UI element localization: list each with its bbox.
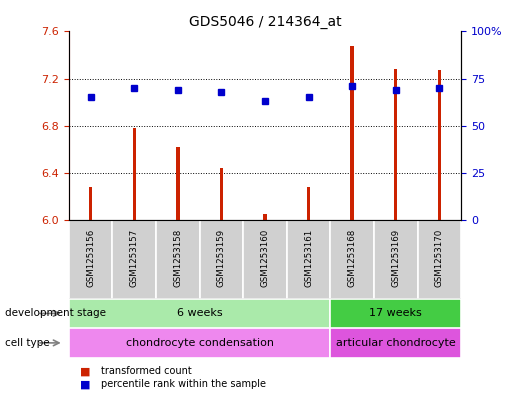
Bar [243, 220, 287, 299]
Bar [69, 220, 112, 299]
Bar [374, 220, 418, 299]
Text: chondrocyte condensation: chondrocyte condensation [126, 338, 273, 348]
Text: GSM1253157: GSM1253157 [130, 229, 139, 287]
Bar [350, 46, 354, 220]
Bar [307, 187, 311, 220]
Text: GSM1253160: GSM1253160 [261, 229, 269, 287]
Text: GSM1253159: GSM1253159 [217, 229, 226, 287]
Text: transformed count: transformed count [101, 366, 191, 376]
Text: 17 weeks: 17 weeks [369, 309, 422, 318]
Bar [438, 70, 441, 220]
Bar [112, 220, 156, 299]
Bar [394, 69, 398, 220]
Bar [330, 328, 461, 358]
Bar [219, 168, 223, 220]
Bar [69, 299, 330, 328]
Bar [176, 147, 180, 220]
Bar [132, 128, 136, 220]
Text: ■: ■ [80, 379, 90, 389]
Text: GSM1253161: GSM1253161 [304, 229, 313, 287]
Bar [330, 220, 374, 299]
Bar [263, 214, 267, 220]
Text: GSM1253158: GSM1253158 [173, 229, 182, 287]
Text: GSM1253168: GSM1253168 [348, 229, 357, 287]
Text: GSM1253170: GSM1253170 [435, 229, 444, 287]
Bar [69, 328, 330, 358]
Bar [89, 187, 92, 220]
Text: development stage: development stage [5, 309, 107, 318]
Text: ■: ■ [80, 366, 90, 376]
Text: GSM1253169: GSM1253169 [391, 229, 400, 287]
Text: articular chondrocyte: articular chondrocyte [336, 338, 456, 348]
Bar [200, 220, 243, 299]
Title: GDS5046 / 214364_at: GDS5046 / 214364_at [189, 15, 341, 29]
Bar [418, 220, 461, 299]
Text: GSM1253156: GSM1253156 [86, 229, 95, 287]
Text: percentile rank within the sample: percentile rank within the sample [101, 379, 266, 389]
Bar [156, 220, 200, 299]
Bar [330, 299, 461, 328]
Text: cell type: cell type [5, 338, 50, 348]
Text: 6 weeks: 6 weeks [177, 309, 223, 318]
Bar [287, 220, 330, 299]
